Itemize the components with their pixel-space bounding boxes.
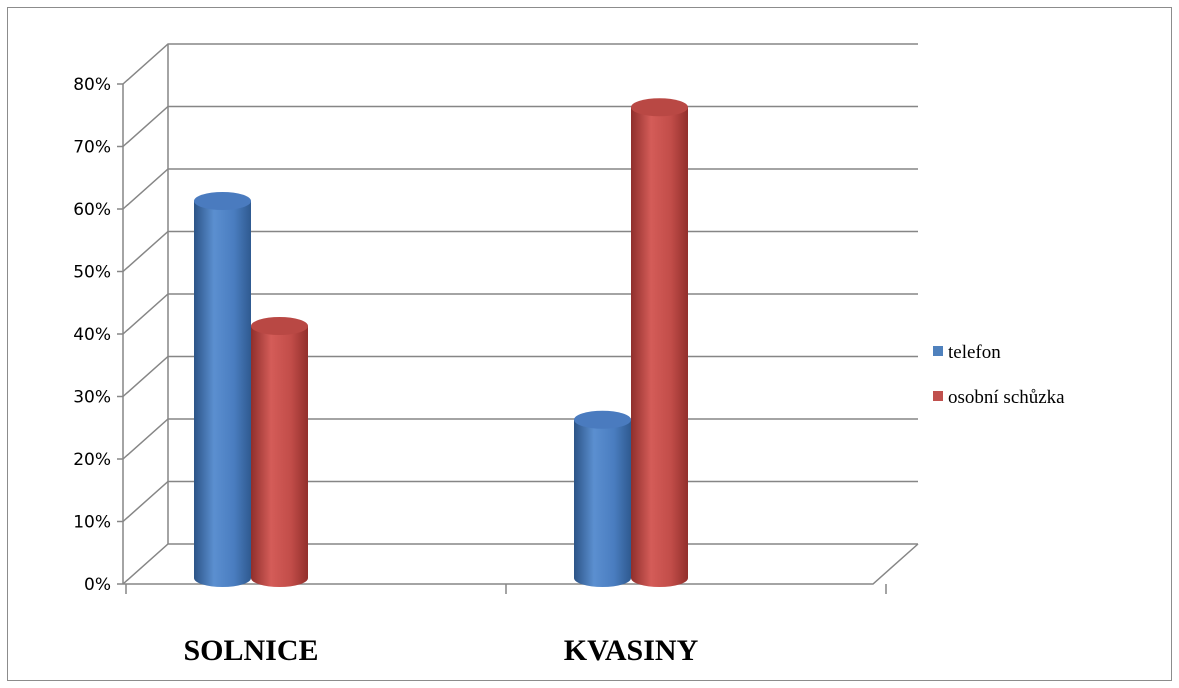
y-tick-label: 70% (73, 138, 111, 158)
gridline (122, 105, 918, 148)
bar-top-cap (574, 410, 631, 429)
legend-swatch (933, 346, 943, 356)
bar-kvasiny-series1 (631, 107, 688, 587)
bar-top-cap (194, 192, 251, 210)
bar-kvasiny-series0 (574, 419, 631, 587)
x-category-label: SOLNICE (183, 634, 318, 667)
legend: telefon osobní schůzka (933, 342, 1065, 408)
bars (194, 98, 688, 587)
bar-solnice-series0 (194, 201, 251, 587)
x-category-label: KVASINY (564, 634, 699, 667)
y-tick-label: 60% (73, 200, 111, 220)
y-tick-label: 20% (73, 450, 111, 470)
y-tick-label: 10% (73, 513, 111, 533)
legend-label: telefon (948, 342, 1001, 363)
y-tick-label: 30% (73, 388, 111, 408)
gridline (122, 43, 918, 85)
y-tick-label: 50% (73, 263, 111, 283)
y-tick-label: 40% (73, 325, 111, 345)
bar-top-cap (251, 317, 308, 335)
bar-solnice-series1 (251, 326, 308, 587)
gridlines (122, 43, 919, 585)
y-tick-label: 80% (73, 75, 111, 95)
axis-labels: 0% 10% 20% 30% 40% 50% 60% 70% 80% SOLNICE KVASINY (73, 75, 698, 667)
chart-frame: 0% 10% 20% 30% 40% 50% 60% 70% 80% SOLNICE KVASINY… (7, 7, 1172, 681)
axes (117, 83, 887, 594)
cylinder-bar-chart: 0% 10% 20% 30% 40% 50% 60% 70% 80% SOLNICE KVASINY… (73, 43, 1065, 667)
bar-top-cap (631, 98, 688, 117)
y-tick-label: 0% (84, 575, 111, 595)
floor-edge (123, 543, 919, 585)
legend-label: osobní schůzka (948, 387, 1065, 408)
legend-swatch (933, 391, 943, 401)
